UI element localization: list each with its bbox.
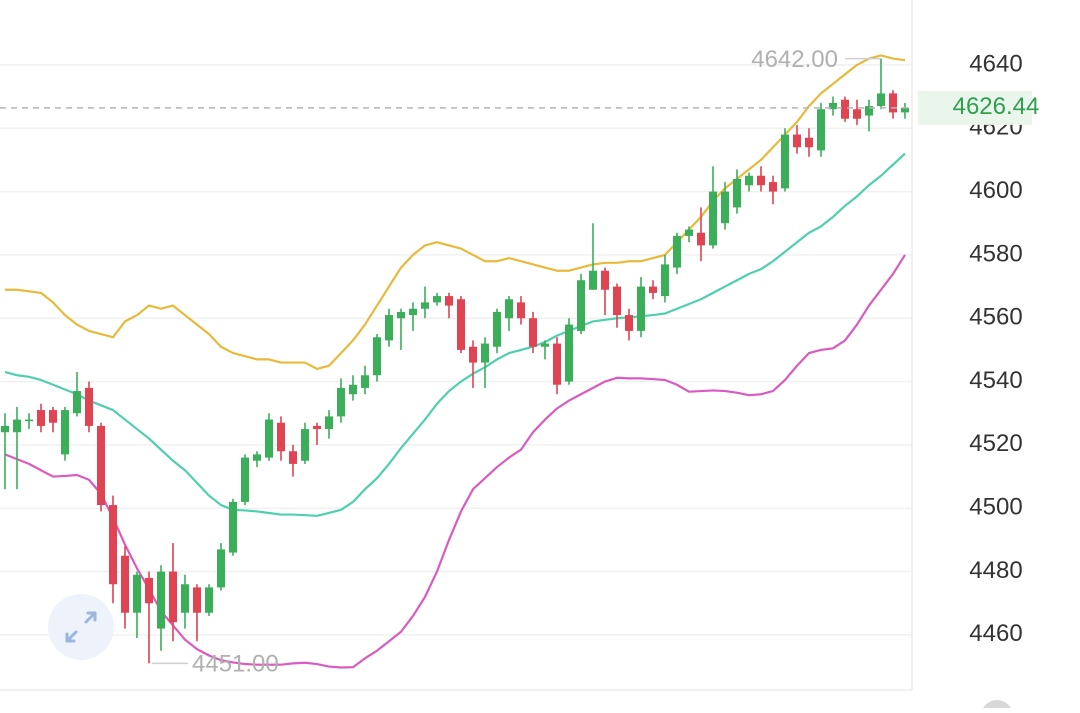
- candle-body: [685, 229, 693, 236]
- candle-body: [721, 191, 729, 224]
- candle-body: [121, 555, 129, 613]
- candle-body: [469, 346, 477, 363]
- band-line: [4, 254, 906, 669]
- candle-body: [901, 107, 909, 113]
- candle-body: [853, 109, 861, 119]
- max-label: 4642.00: [751, 46, 838, 73]
- expand-button[interactable]: [48, 594, 114, 660]
- candle-body: [1, 425, 9, 433]
- candle-body: [745, 175, 753, 186]
- candle-body: [865, 106, 873, 116]
- candle-body: [385, 315, 393, 341]
- candle-body: [877, 93, 885, 107]
- candle-body: [505, 299, 513, 319]
- candle-body: [421, 302, 429, 309]
- labels: 4460448045004520454045604580460046204640…: [0, 46, 1039, 678]
- candle-body: [97, 425, 105, 506]
- candle-body: [265, 419, 273, 458]
- candle-body: [313, 425, 321, 430]
- candle-body: [625, 315, 633, 331]
- band-line: [5, 54, 906, 371]
- candle-body: [157, 571, 165, 629]
- y-tick-label: 4600: [969, 177, 1022, 204]
- candle-body: [445, 296, 453, 306]
- candle-body: [133, 574, 141, 613]
- candle-body: [817, 109, 825, 151]
- y-tick-label: 4500: [969, 494, 1022, 521]
- candle-body: [397, 311, 405, 319]
- candle-body: [73, 391, 81, 414]
- candle-body: [805, 137, 813, 148]
- candle-body: [673, 235, 681, 268]
- candles: [1, 58, 909, 664]
- candle-body: [793, 134, 801, 148]
- candle-body: [169, 571, 177, 623]
- candle-body: [589, 270, 597, 290]
- candle-body: [649, 286, 657, 293]
- last-price-label: 4626.44: [953, 93, 1040, 120]
- candle-body: [361, 375, 369, 388]
- candle-body: [601, 270, 609, 290]
- candle-body: [553, 343, 561, 385]
- candle-body: [757, 175, 765, 186]
- candle-body: [517, 302, 525, 319]
- candle-body: [109, 505, 117, 585]
- candle-body: [229, 501, 237, 553]
- candle-body: [565, 324, 573, 382]
- candle-body: [61, 410, 69, 455]
- candle-body: [637, 286, 645, 331]
- candle-body: [337, 387, 345, 417]
- candle-body: [541, 343, 549, 347]
- candle-body: [277, 422, 285, 452]
- candle-body: [241, 457, 249, 502]
- candle-body: [433, 296, 441, 303]
- candle-body: [145, 577, 153, 604]
- y-tick-label: 4480: [969, 557, 1022, 584]
- candle-body: [481, 343, 489, 363]
- candle-body: [781, 134, 789, 189]
- candle-body: [841, 99, 849, 119]
- candle-body: [181, 584, 189, 613]
- candle-body: [697, 232, 705, 246]
- candle-body: [193, 587, 201, 613]
- y-tick-label: 4560: [969, 304, 1022, 331]
- candle-body: [49, 410, 57, 423]
- candle-body: [709, 191, 717, 246]
- candle-body: [829, 102, 837, 110]
- candle-body: [661, 264, 669, 297]
- candle-body: [529, 318, 537, 347]
- candle-body: [217, 549, 225, 588]
- candle-body: [889, 93, 897, 113]
- candle-body: [85, 387, 93, 426]
- scroll-indicator: [981, 700, 1013, 713]
- y-tick-label: 4460: [969, 620, 1022, 647]
- last-price-box: [918, 90, 1032, 125]
- y-tick-label: 4580: [969, 240, 1022, 267]
- candle-body: [25, 419, 33, 422]
- candle-body: [205, 587, 213, 613]
- candle-body: [325, 416, 333, 430]
- candle-body: [349, 384, 357, 395]
- candle-body: [13, 419, 21, 433]
- min-label: 4451.00: [192, 651, 279, 678]
- candle-body: [301, 429, 309, 461]
- candle-body: [253, 454, 261, 461]
- band-line: [4, 152, 906, 517]
- candle-body: [577, 280, 585, 331]
- candle-body: [769, 182, 777, 192]
- candle-body: [37, 410, 45, 426]
- y-tick-label: 4640: [969, 50, 1022, 77]
- candle-body: [289, 451, 297, 464]
- candle-body: [493, 311, 501, 347]
- y-tick-label: 4520: [969, 430, 1022, 457]
- candle-body: [409, 308, 417, 316]
- candle-body: [733, 178, 741, 208]
- candle-body: [457, 299, 465, 350]
- candle-body: [373, 337, 381, 376]
- bands: [4, 54, 906, 669]
- candle-body: [613, 286, 621, 316]
- grid: [0, 64, 912, 636]
- y-tick-label: 4540: [969, 367, 1022, 394]
